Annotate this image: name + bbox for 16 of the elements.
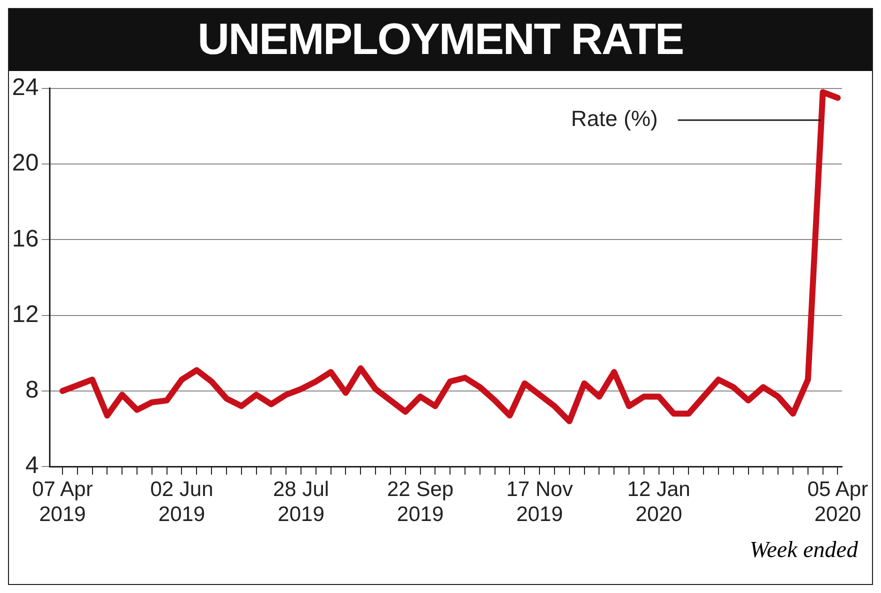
chart-title: UNEMPLOYMENT RATE — [9, 9, 872, 71]
x-tick-label: 28 Jul 2019 — [272, 478, 330, 526]
text: Week ended — [750, 537, 858, 563]
y-tick-label: 4 — [25, 452, 39, 480]
x-tick-label: 02 Jun 2019 — [150, 478, 214, 526]
x-tick-label: 22 Sep 2019 — [387, 478, 454, 526]
y-tick-label: 8 — [25, 376, 39, 404]
y-tick-label: 16 — [12, 225, 39, 252]
y-tick-label: 12 — [12, 300, 39, 328]
y-tick-label: 24 — [12, 74, 39, 102]
y-tick-label: 20 — [12, 150, 39, 177]
x-tick-label: 07 Apr 2019 — [32, 478, 93, 526]
x-tick-label: 12 Jan 2020 — [627, 478, 690, 526]
text: Rate (%) — [571, 106, 658, 132]
x-tick-label: 17 Nov 2019 — [506, 478, 574, 526]
x-tick-label: 05 Apr 2020 — [807, 478, 868, 526]
